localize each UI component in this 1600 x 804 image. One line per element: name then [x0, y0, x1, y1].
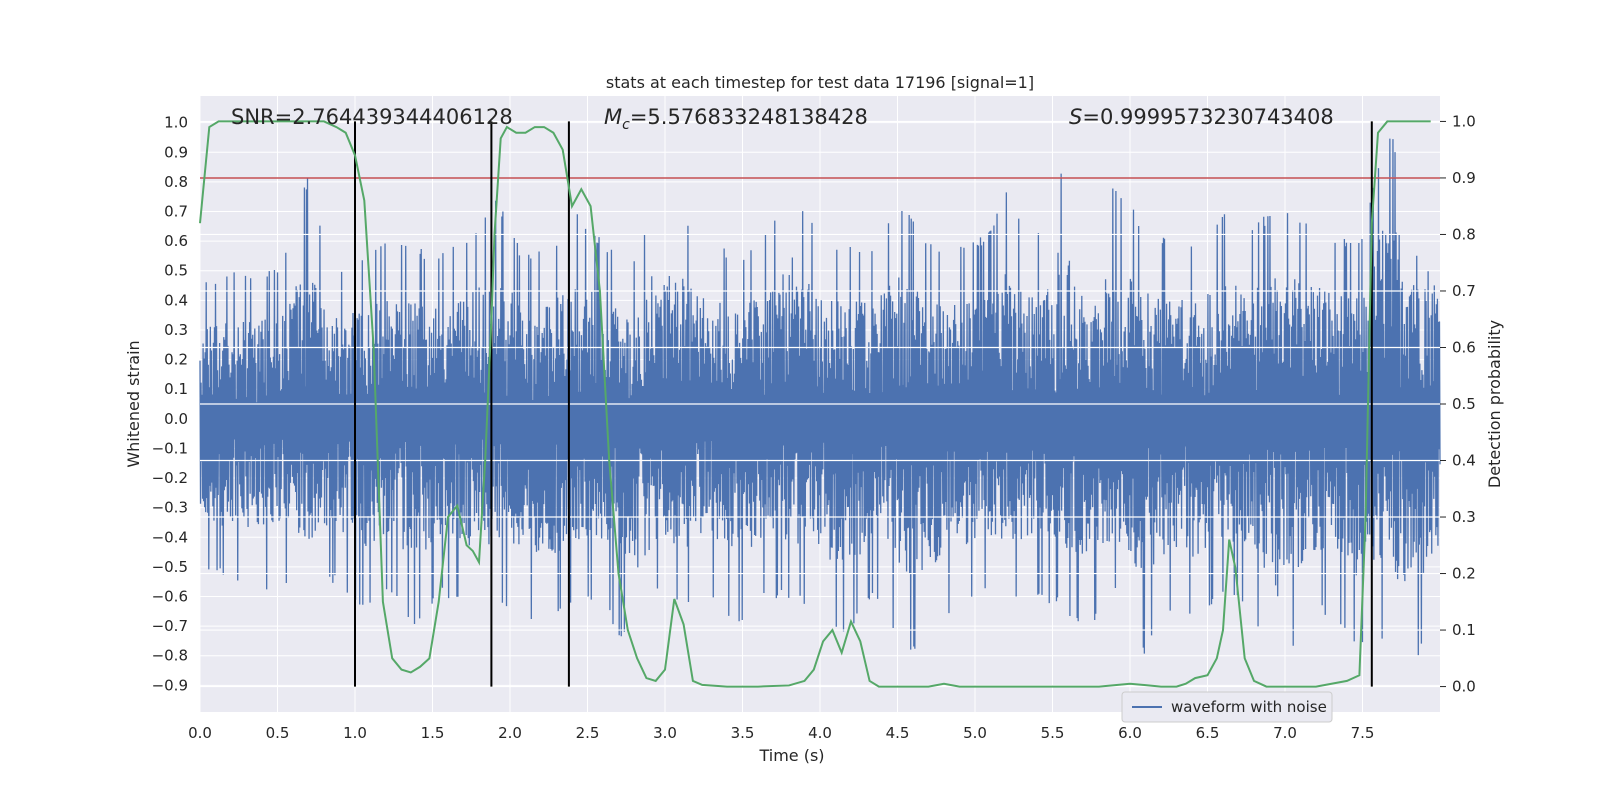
x-axis-label: Time (s) — [758, 746, 824, 765]
right-y-tick-label: 0.1 — [1452, 621, 1476, 639]
legend-box — [1121, 691, 1333, 723]
mc-value: =5.576833248138428 — [630, 105, 868, 129]
right-y-tick-label: 0.3 — [1452, 508, 1476, 526]
x-tick-label: 4.5 — [886, 724, 910, 742]
y-tick-label: 0.8 — [164, 173, 188, 191]
right-y-tick-label: 0.7 — [1452, 282, 1476, 300]
probability-line — [199, 120, 1431, 688]
y-tick-label: 0.4 — [164, 291, 188, 309]
x-tick-label: 7.5 — [1351, 724, 1375, 742]
y-tick-label: −0.5 — [152, 558, 188, 576]
y-tick-label: 1.0 — [164, 114, 188, 132]
y-tick-label: 0.9 — [164, 143, 188, 161]
y-tick-label: −0.3 — [152, 499, 188, 517]
y-tick-label: 0.6 — [164, 232, 188, 250]
y-tick-label: −0.9 — [152, 676, 188, 694]
x-tick-label: 2.0 — [498, 724, 522, 742]
mc-annotation: Mc=5.576833248138428 — [604, 105, 868, 133]
legend-label-waveform: waveform with noise — [1171, 698, 1327, 716]
y-tick-label: −0.6 — [152, 588, 188, 606]
right-y-tick-label: 0.0 — [1452, 678, 1476, 696]
x-tick-label: 2.5 — [576, 724, 600, 742]
x-tick-label: 4.0 — [808, 724, 832, 742]
x-tick-label: 5.0 — [963, 724, 987, 742]
chart-title: stats at each timestep for test data 171… — [606, 73, 1034, 92]
waveform-line — [199, 138, 1441, 656]
y-tick-label: −0.4 — [152, 528, 188, 546]
right-y-tick-label: 0.9 — [1452, 169, 1476, 187]
y-axis-ticks: −0.9 −0.8 −0.7 −0.6 −0.5 −0.4 −0.3 −0.2 −0.1 0.0 0… — [152, 114, 188, 695]
right-y-tick-label: 0.4 — [1452, 452, 1476, 470]
y-axis-label: Whitened strain — [124, 340, 143, 467]
y-tick-label: 0.3 — [164, 321, 188, 339]
x-tick-label: 6.0 — [1118, 724, 1142, 742]
right-y-tick-label: 0.2 — [1452, 565, 1476, 583]
x-tick-label: 6.5 — [1196, 724, 1220, 742]
mc-symbol: M — [604, 105, 622, 129]
y-tick-label: 0.7 — [164, 203, 188, 221]
legend: waveform with noise — [1121, 691, 1333, 723]
x-tick-label: 7.0 — [1273, 724, 1297, 742]
x-tick-label: 1.5 — [421, 724, 445, 742]
y-tick-label: −0.8 — [152, 647, 188, 665]
y-tick-label: 0.5 — [164, 262, 188, 280]
x-tick-label: 3.5 — [731, 724, 755, 742]
x-tick-label: 3.0 — [653, 724, 677, 742]
x-tick-label: 5.5 — [1041, 724, 1065, 742]
right-y-tick-label: 0.8 — [1452, 225, 1476, 243]
x-tick-label: 0.0 — [188, 724, 212, 742]
snr-annotation: SNR=2.764439344406128 — [231, 105, 513, 129]
s-value: =0.9999573230743408 — [1082, 105, 1333, 129]
mc-subscript: c — [622, 117, 630, 133]
x-tick-label: 1.0 — [343, 724, 367, 742]
y-tick-label: 0.1 — [164, 380, 188, 398]
probability-series — [199, 120, 1431, 688]
s-symbol: S — [1069, 105, 1082, 129]
right-y-axis-ticks: 0.0 0.1 0.2 0.3 0.4 0.5 0.6 0.7 0.8 0.9 1.0 — [1440, 112, 1476, 696]
right-y-tick-label: 1.0 — [1452, 112, 1476, 130]
waveform-series — [199, 138, 1441, 656]
s-annotation: S=0.9999573230743408 — [1069, 105, 1334, 129]
event-lines — [354, 121, 1373, 687]
y-tick-label: −0.1 — [152, 439, 188, 457]
y-tick-label: 0.2 — [164, 351, 188, 369]
x-axis-ticks: 0.0 0.5 1.0 1.5 2.0 2.5 3.0 3.5 4.0 4.5 5.0 5.5 6.0 6… — [188, 724, 1374, 742]
right-y-tick-label: 0.5 — [1452, 395, 1476, 413]
y-tick-label: −0.7 — [152, 617, 188, 635]
x-tick-label: 0.5 — [266, 724, 290, 742]
y-tick-label: −0.2 — [152, 469, 188, 487]
right-y-tick-label: 0.6 — [1452, 338, 1476, 356]
right-y-axis-label: Detection probability — [1485, 320, 1504, 488]
y-tick-label: 0.0 — [164, 410, 188, 428]
